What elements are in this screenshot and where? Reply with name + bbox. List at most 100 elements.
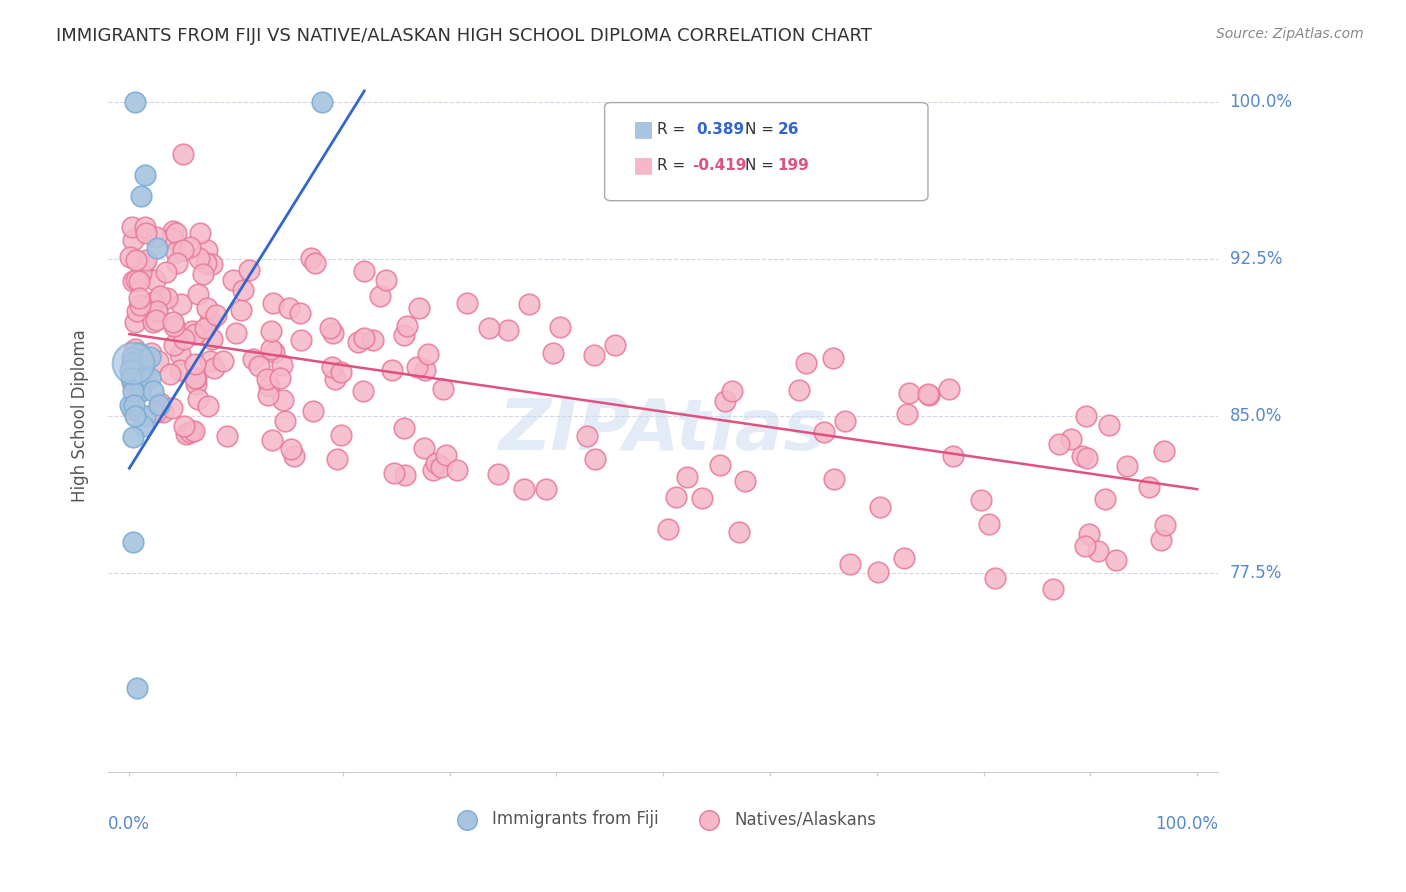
- Point: [269, 370, 291, 384]
- Point: [319, 321, 342, 335]
- Point: [120, 371, 142, 385]
- Point: [247, 359, 270, 373]
- Point: [347, 335, 370, 350]
- Point: [128, 384, 150, 399]
- Point: [983, 571, 1005, 585]
- Point: [513, 483, 536, 497]
- Point: [191, 267, 214, 281]
- Point: [603, 338, 626, 352]
- Point: [179, 425, 201, 439]
- Text: ■: ■: [633, 120, 654, 139]
- Point: [838, 557, 860, 571]
- Point: [938, 382, 960, 396]
- Point: [165, 244, 187, 259]
- Text: Source: ZipAtlas.com: Source: ZipAtlas.com: [1216, 27, 1364, 41]
- Point: [194, 320, 217, 334]
- Point: [174, 427, 197, 442]
- Point: [124, 95, 146, 109]
- Point: [329, 365, 352, 379]
- Point: [1105, 552, 1128, 566]
- Point: [205, 308, 228, 322]
- Point: [128, 291, 150, 305]
- Point: [172, 147, 194, 161]
- Point: [135, 253, 157, 268]
- Point: [280, 442, 302, 456]
- Point: [270, 359, 292, 373]
- Point: [575, 428, 598, 442]
- Point: [1094, 491, 1116, 506]
- Point: [195, 301, 218, 315]
- Point: [225, 326, 247, 340]
- Point: [122, 384, 145, 398]
- Point: [536, 482, 558, 496]
- Point: [478, 321, 501, 335]
- Point: [942, 450, 965, 464]
- Point: [163, 318, 186, 333]
- Point: [165, 226, 187, 240]
- Point: [896, 407, 918, 421]
- Point: [128, 274, 150, 288]
- Point: [1047, 437, 1070, 451]
- Point: [131, 267, 153, 281]
- Point: [352, 384, 374, 398]
- Point: [163, 338, 186, 352]
- Point: [796, 356, 818, 370]
- Point: [201, 332, 224, 346]
- Text: 26: 26: [778, 122, 799, 136]
- Point: [432, 382, 454, 396]
- Point: [173, 333, 195, 347]
- Point: [720, 384, 742, 398]
- Text: N =: N =: [745, 122, 779, 136]
- Point: [121, 401, 143, 416]
- Point: [263, 344, 285, 359]
- Point: [823, 472, 845, 486]
- Point: [232, 283, 254, 297]
- Point: [728, 525, 751, 540]
- Point: [187, 392, 209, 406]
- Point: [188, 226, 211, 240]
- Point: [413, 362, 436, 376]
- Point: [142, 315, 165, 329]
- Point: [212, 354, 235, 368]
- Point: [262, 295, 284, 310]
- Point: [361, 333, 384, 347]
- Point: [179, 240, 201, 254]
- Point: [172, 244, 194, 258]
- Point: [121, 356, 143, 370]
- Point: [125, 273, 148, 287]
- Point: [215, 429, 238, 443]
- Point: [759, 147, 782, 161]
- Point: [657, 522, 679, 536]
- Point: [1074, 539, 1097, 553]
- Point: [257, 379, 280, 393]
- Point: [148, 398, 170, 412]
- Point: [202, 360, 225, 375]
- Point: [162, 315, 184, 329]
- Point: [141, 295, 163, 310]
- Point: [194, 256, 217, 270]
- Point: [257, 388, 280, 402]
- Point: [1137, 479, 1160, 493]
- Point: [160, 401, 183, 415]
- Point: [124, 253, 146, 268]
- Point: [977, 517, 1000, 532]
- Point: [242, 351, 264, 366]
- Point: [197, 400, 219, 414]
- Point: [195, 243, 218, 257]
- Point: [330, 428, 353, 442]
- Y-axis label: High School Diploma: High School Diploma: [72, 329, 89, 502]
- Point: [1078, 527, 1101, 541]
- Point: [132, 255, 155, 269]
- Point: [118, 398, 141, 412]
- Point: [121, 375, 143, 389]
- Point: [146, 354, 169, 368]
- Point: [124, 315, 146, 329]
- Text: 199: 199: [778, 158, 810, 172]
- Point: [456, 296, 478, 310]
- Point: [1115, 458, 1137, 473]
- Point: [893, 550, 915, 565]
- Point: [271, 392, 294, 407]
- Point: [149, 289, 172, 303]
- Point: [184, 371, 207, 385]
- Point: [734, 474, 756, 488]
